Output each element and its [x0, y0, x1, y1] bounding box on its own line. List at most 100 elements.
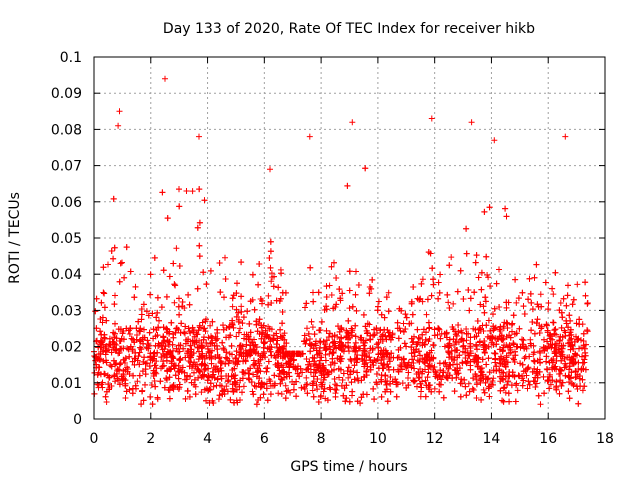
data-point — [218, 373, 225, 380]
data-point — [470, 375, 477, 382]
data-point — [112, 361, 118, 368]
data-point — [110, 255, 117, 262]
data-point — [436, 388, 443, 395]
data-point — [299, 369, 306, 376]
data-point — [498, 355, 505, 362]
data-point — [544, 327, 551, 334]
data-point — [405, 375, 411, 381]
data-point — [491, 305, 498, 312]
data-point — [187, 354, 194, 361]
data-point — [402, 311, 409, 318]
data-point — [228, 342, 235, 349]
data-point — [529, 306, 536, 313]
data-point — [123, 244, 130, 251]
data-point — [549, 285, 556, 292]
data-point — [274, 337, 281, 344]
data-point — [115, 122, 122, 129]
data-point — [454, 347, 461, 354]
data-point — [489, 335, 496, 342]
data-point — [349, 388, 356, 395]
data-point — [317, 327, 324, 333]
data-point — [354, 398, 361, 405]
data-point — [238, 308, 245, 315]
data-point — [375, 344, 382, 351]
data-point — [236, 383, 243, 390]
data-point — [186, 363, 193, 370]
data-point — [182, 323, 189, 330]
data-point — [219, 388, 226, 395]
data-point — [222, 360, 229, 367]
data-point — [371, 326, 378, 333]
data-point — [440, 368, 447, 374]
data-point — [241, 335, 247, 342]
data-point — [178, 320, 185, 327]
data-point — [366, 354, 373, 361]
data-point — [454, 365, 461, 372]
data-point — [471, 289, 478, 296]
data-point — [278, 270, 285, 277]
data-point — [194, 365, 201, 372]
data-point — [196, 186, 203, 193]
data-point — [467, 295, 474, 302]
data-point — [424, 296, 431, 303]
data-point — [515, 295, 522, 302]
data-point — [173, 325, 180, 332]
data-point — [543, 321, 550, 328]
data-point — [582, 352, 589, 359]
data-point — [135, 318, 142, 325]
data-point — [320, 367, 327, 374]
data-point — [402, 326, 409, 332]
data-point — [477, 338, 483, 345]
data-point — [333, 387, 340, 393]
data-point — [276, 367, 283, 374]
data-point — [432, 373, 439, 380]
data-point — [277, 353, 284, 360]
data-point — [429, 265, 436, 272]
data-point — [207, 380, 214, 387]
data-point — [553, 331, 559, 338]
data-point — [278, 391, 285, 397]
data-point — [114, 366, 121, 373]
data-point — [352, 333, 359, 340]
data-point — [282, 289, 289, 296]
data-point — [403, 314, 410, 321]
data-point — [170, 347, 176, 354]
data-point — [136, 327, 143, 334]
data-point — [458, 336, 465, 343]
data-point — [512, 398, 519, 405]
data-point — [119, 259, 125, 266]
data-point — [205, 387, 212, 394]
data-point — [334, 355, 341, 362]
data-point — [317, 339, 324, 346]
data-point — [560, 295, 567, 302]
data-point — [196, 253, 203, 260]
data-point — [176, 186, 182, 193]
y-tick-label: 0.01 — [51, 376, 82, 392]
data-point — [249, 388, 256, 395]
data-point — [113, 370, 120, 377]
data-point — [577, 383, 584, 390]
x-tick-label: 8 — [317, 431, 326, 447]
data-point — [246, 376, 253, 383]
data-point — [352, 291, 359, 298]
data-point — [209, 318, 216, 325]
data-point — [382, 388, 389, 395]
data-point — [537, 349, 544, 356]
data-point — [544, 338, 551, 345]
data-point — [309, 324, 316, 331]
data-point — [106, 386, 112, 393]
data-point — [369, 276, 376, 283]
data-point — [425, 369, 432, 376]
x-tick-label: 10 — [369, 431, 387, 447]
data-point — [341, 385, 348, 392]
data-point — [469, 385, 476, 392]
data-point — [183, 188, 190, 194]
data-point — [158, 304, 165, 311]
data-point — [463, 337, 470, 344]
data-point — [408, 344, 415, 351]
data-point — [492, 324, 499, 331]
data-point — [104, 372, 111, 379]
data-point — [333, 301, 340, 308]
data-point — [305, 330, 312, 337]
data-point — [483, 322, 490, 329]
